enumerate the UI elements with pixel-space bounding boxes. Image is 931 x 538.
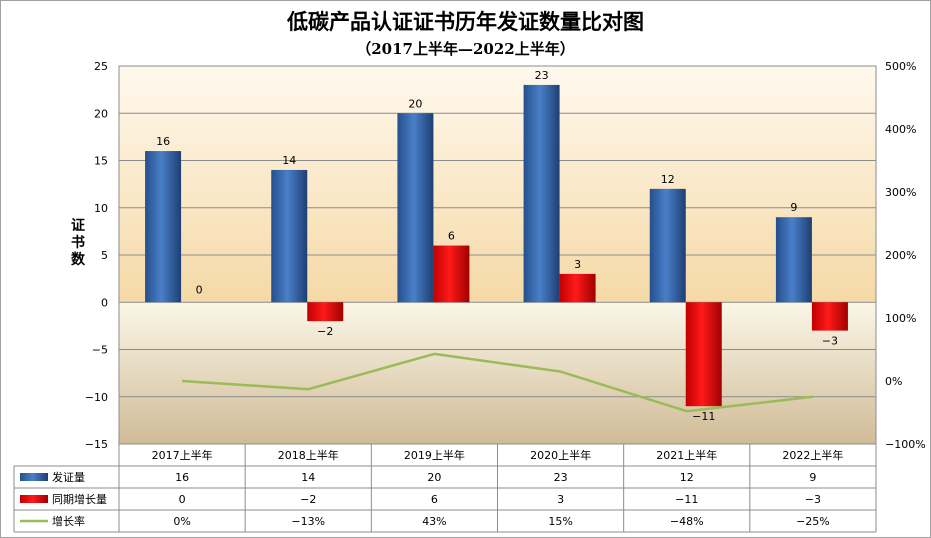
table-cell: 15% xyxy=(548,515,572,528)
y-tick-label: 25 xyxy=(94,60,108,73)
table-cell: 0% xyxy=(173,515,190,528)
legend-label: 增长率 xyxy=(52,514,85,528)
y-tick-label: −5 xyxy=(92,344,108,357)
y2-tick-label: 500% xyxy=(885,60,916,73)
category-label: 2017上半年 xyxy=(152,448,213,462)
y-tick-label: 10 xyxy=(94,202,108,215)
y-tick-label: 15 xyxy=(94,155,108,168)
data-label-growth: −2 xyxy=(317,325,333,338)
plot-background-lower xyxy=(119,302,876,444)
table-cell: −2 xyxy=(300,493,316,506)
table-cell: −25% xyxy=(796,515,830,528)
data-label-issued: 23 xyxy=(535,69,549,82)
table-cell: 23 xyxy=(554,471,568,484)
bar-growth xyxy=(307,302,344,322)
category-label: 2018上半年 xyxy=(278,448,339,462)
data-label-issued: 9 xyxy=(790,201,797,214)
data-label-growth: −11 xyxy=(692,410,715,423)
y2-tick-label: 0% xyxy=(885,375,902,388)
legend-key xyxy=(20,495,48,503)
table-cell: −13% xyxy=(291,515,325,528)
legend-label: 发证量 xyxy=(52,470,85,484)
y2-tick-label: 200% xyxy=(885,249,916,262)
y2-tick-label: 400% xyxy=(885,123,916,136)
y-axis-label: 证书数 xyxy=(71,218,85,268)
y-tick-label: −15 xyxy=(85,438,108,451)
table-cell: 14 xyxy=(301,471,315,484)
table-cell: −11 xyxy=(675,493,698,506)
data-label-issued: 12 xyxy=(661,173,675,186)
table-cell: 16 xyxy=(175,471,189,484)
bar-issued xyxy=(271,169,308,303)
legend-label: 同期增长量 xyxy=(52,492,107,506)
table-cell: 43% xyxy=(422,515,446,528)
data-label-growth: −3 xyxy=(822,335,838,348)
data-label-growth: 6 xyxy=(448,230,455,243)
bar-growth xyxy=(685,302,722,407)
y-tick-label: 0 xyxy=(101,296,108,309)
chart-title: 低碳产品认证证书历年发证数量比对图 xyxy=(287,9,644,34)
data-label-issued: 20 xyxy=(408,97,422,110)
table-cell: 9 xyxy=(809,471,816,484)
table-cell: 6 xyxy=(431,493,438,506)
table-cell: −3 xyxy=(805,493,821,506)
bar-issued xyxy=(523,84,560,303)
y2-tick-label: 100% xyxy=(885,312,916,325)
plot-background-upper xyxy=(119,66,876,303)
bar-issued xyxy=(775,217,812,303)
growth-rate-line xyxy=(182,352,814,413)
chart-subtitle: （2017上半年—2022上半年） xyxy=(356,40,575,58)
table-cell: 20 xyxy=(427,471,441,484)
data-label-issued: 16 xyxy=(156,135,170,148)
table-cell: 0 xyxy=(179,493,186,506)
bar-growth xyxy=(433,245,470,303)
data-label-growth: 3 xyxy=(574,258,581,271)
bar-growth xyxy=(559,273,596,303)
legend-key xyxy=(20,473,48,481)
category-label: 2022上半年 xyxy=(782,448,843,462)
bar-issued xyxy=(397,113,434,303)
category-label: 2019上半年 xyxy=(404,448,465,462)
y2-tick-label: 300% xyxy=(885,186,916,199)
bar-growth xyxy=(811,302,848,331)
table-cell: −48% xyxy=(670,515,704,528)
y-tick-label: 5 xyxy=(101,249,108,262)
table-cell: 12 xyxy=(680,471,694,484)
table-cell: 3 xyxy=(557,493,564,506)
bar-issued xyxy=(649,188,686,303)
y2-tick-label: −100% xyxy=(885,438,926,451)
category-label: 2020上半年 xyxy=(530,448,591,462)
data-label-growth: 0 xyxy=(196,283,203,296)
data-label-issued: 14 xyxy=(282,154,296,167)
y-tick-label: 20 xyxy=(94,107,108,120)
y-tick-label: −10 xyxy=(85,391,108,404)
bar-issued xyxy=(145,151,182,303)
category-label: 2021上半年 xyxy=(656,448,717,462)
